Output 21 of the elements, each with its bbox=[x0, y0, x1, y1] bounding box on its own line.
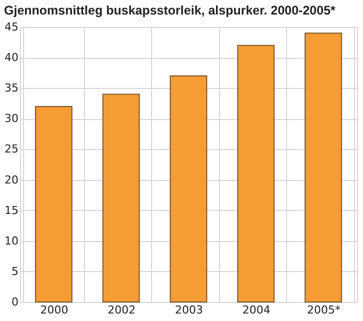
y-tick-label: 35 bbox=[4, 82, 18, 95]
bar bbox=[170, 75, 208, 302]
bar bbox=[304, 32, 342, 302]
y-tick-label: 45 bbox=[4, 20, 18, 34]
y-tick-label: 0 bbox=[12, 296, 18, 308]
bar bbox=[102, 94, 140, 302]
x-tick-label: 2004 bbox=[242, 304, 270, 316]
x-tick-label: 2000 bbox=[40, 304, 68, 316]
x-tick-label: 2005* bbox=[307, 304, 342, 316]
bar bbox=[237, 44, 275, 302]
y-tick-label: 40 bbox=[4, 51, 18, 64]
y-tick-label: 25 bbox=[4, 142, 18, 156]
chart-title: Gjennomsnittleg buskapsstorleik, alspurker. 2000-2005* bbox=[4, 4, 336, 18]
y-tick-label: 10 bbox=[4, 234, 18, 248]
y-tick-label: 15 bbox=[4, 204, 18, 217]
x-tick-label: 2003 bbox=[175, 304, 203, 316]
y-tick-label: 30 bbox=[4, 112, 18, 126]
x-tick-label: 2002 bbox=[108, 304, 136, 316]
y-tick-label: 20 bbox=[4, 173, 18, 186]
y-tick-label: 5 bbox=[12, 264, 18, 278]
bar bbox=[35, 106, 72, 302]
